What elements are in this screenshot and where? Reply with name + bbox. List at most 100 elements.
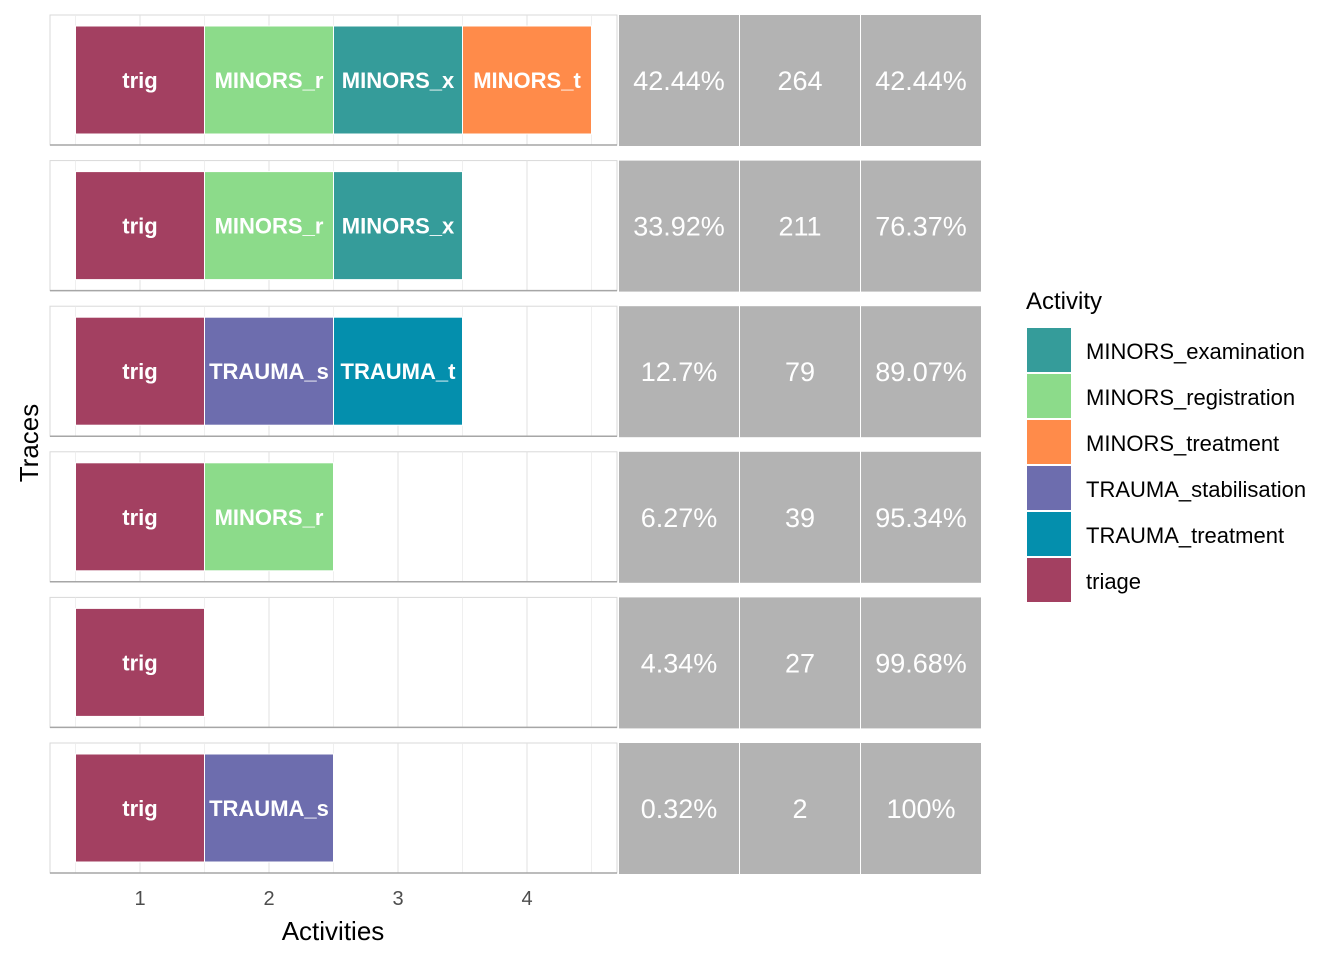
activity-label: trig	[122, 650, 157, 675]
activity-bar	[462, 25, 592, 135]
activity-bar	[333, 25, 463, 135]
stat-cell-bg	[740, 306, 860, 438]
legend-label: TRAUMA_treatment	[1086, 523, 1284, 548]
legend-item: MINORS_examination	[1027, 328, 1305, 372]
x-tick-label: 2	[263, 888, 274, 910]
stat-cell-bg	[861, 306, 981, 438]
activity-tile: trig	[75, 753, 205, 863]
stat-value: 79	[785, 357, 815, 387]
relative-frequency-cell: 4.34%	[619, 597, 739, 729]
stats-layer: 42.44% 264 42.44% 33.92% 211 76.37% 12.7% 79 89.…	[619, 15, 981, 874]
activity-bar	[204, 25, 334, 135]
activity-label: trig	[122, 359, 157, 384]
legend-label: TRAUMA_stabilisation	[1086, 477, 1306, 502]
activity-label: trig	[122, 68, 157, 93]
absolute-frequency-cell: 264	[740, 15, 860, 146]
activity-bar	[333, 316, 463, 426]
stat-cell-bg	[619, 451, 739, 583]
stat-value: 89.07%	[875, 357, 967, 387]
stat-cell-bg	[861, 160, 981, 292]
legend-swatch	[1027, 374, 1071, 418]
cumulative-frequency-cell: 99.68%	[861, 597, 981, 729]
stat-value: 6.27%	[641, 503, 718, 533]
activity-label: MINORS_r	[215, 505, 324, 530]
stat-cell-bg	[740, 743, 860, 874]
stat-cell-bg	[619, 306, 739, 438]
stat-cell-bg	[740, 451, 860, 583]
stat-value: 39	[785, 503, 815, 533]
x-tick-label: 4	[521, 888, 532, 910]
activity-tile: MINORS_x	[333, 171, 463, 281]
relative-frequency-cell: 33.92%	[619, 160, 739, 292]
stat-cell-bg	[861, 15, 981, 146]
axis-layer: Traces Activities 1 2 3 4	[14, 404, 533, 946]
absolute-frequency-cell: 79	[740, 306, 860, 438]
absolute-frequency-cell: 39	[740, 451, 860, 583]
stat-value: 76.37%	[875, 212, 967, 242]
stat-value: 42.44%	[875, 66, 967, 96]
stat-value: 12.7%	[641, 357, 718, 387]
activity-bar	[204, 171, 334, 281]
legend-swatch	[1027, 512, 1071, 556]
activity-tile: MINORS_r	[204, 171, 334, 281]
stat-value: 2	[792, 794, 807, 824]
relative-frequency-cell: 0.32%	[619, 743, 739, 874]
absolute-frequency-cell: 2	[740, 743, 860, 874]
stat-value: 42.44%	[633, 66, 725, 96]
activity-tile: trig	[75, 462, 205, 572]
legend-item: TRAUMA_stabilisation	[1027, 466, 1306, 510]
activity-label: MINORS_x	[342, 68, 455, 93]
x-axis-title: Activities	[282, 916, 385, 946]
legend-swatch	[1027, 466, 1071, 510]
activity-tile: MINORS_r	[204, 25, 334, 135]
activity-bar	[75, 171, 205, 281]
cumulative-frequency-cell: 76.37%	[861, 160, 981, 292]
activity-tile: trig	[75, 316, 205, 426]
stat-value: 211	[778, 212, 821, 242]
activity-bar	[75, 25, 205, 135]
stat-value: 33.92%	[633, 212, 725, 242]
activity-label: TRAUMA_t	[341, 359, 457, 384]
activity-bar	[75, 316, 205, 426]
activity-label: trig	[122, 796, 157, 821]
legend: Activity MINORS_examination MINORS_regist…	[1026, 288, 1306, 602]
activity-bar	[75, 607, 205, 717]
legend-label: MINORS_registration	[1086, 385, 1295, 410]
legend-swatch	[1027, 420, 1071, 464]
activity-tile: TRAUMA_t	[333, 316, 463, 426]
legend-title: Activity	[1026, 288, 1102, 315]
stat-value: 99.68%	[875, 648, 967, 678]
stat-cell-bg	[861, 451, 981, 583]
activity-label: MINORS_t	[473, 68, 581, 93]
activity-tile: trig	[75, 25, 205, 135]
absolute-frequency-cell: 211	[740, 160, 860, 292]
stat-cell-bg	[861, 597, 981, 729]
activity-bar	[333, 171, 463, 281]
legend-swatch	[1027, 558, 1071, 602]
activity-tile: trig	[75, 607, 205, 717]
stat-cell-bg	[619, 160, 739, 292]
x-tick-label: 3	[392, 888, 403, 910]
stat-cell-bg	[861, 743, 981, 874]
relative-frequency-cell: 42.44%	[619, 15, 739, 146]
relative-frequency-cell: 6.27%	[619, 451, 739, 583]
stat-cell-bg	[619, 597, 739, 729]
grid-layer	[49, 14, 618, 874]
cumulative-frequency-cell: 89.07%	[861, 306, 981, 438]
legend-label: triage	[1086, 569, 1141, 594]
stat-value: 100%	[886, 794, 955, 824]
activity-tile: MINORS_r	[204, 462, 334, 572]
stat-value: 27	[785, 648, 815, 678]
legend-item: TRAUMA_treatment	[1027, 512, 1284, 556]
cumulative-frequency-cell: 100%	[861, 743, 981, 874]
absolute-frequency-cell: 27	[740, 597, 860, 729]
stat-value: 4.34%	[641, 648, 718, 678]
x-tick-label: 1	[134, 888, 145, 910]
activity-tile: trig	[75, 171, 205, 281]
activity-label: trig	[122, 214, 157, 239]
legend-item: MINORS_treatment	[1027, 420, 1279, 464]
activity-tile: TRAUMA_s	[204, 753, 334, 863]
stat-value: 264	[777, 66, 822, 96]
